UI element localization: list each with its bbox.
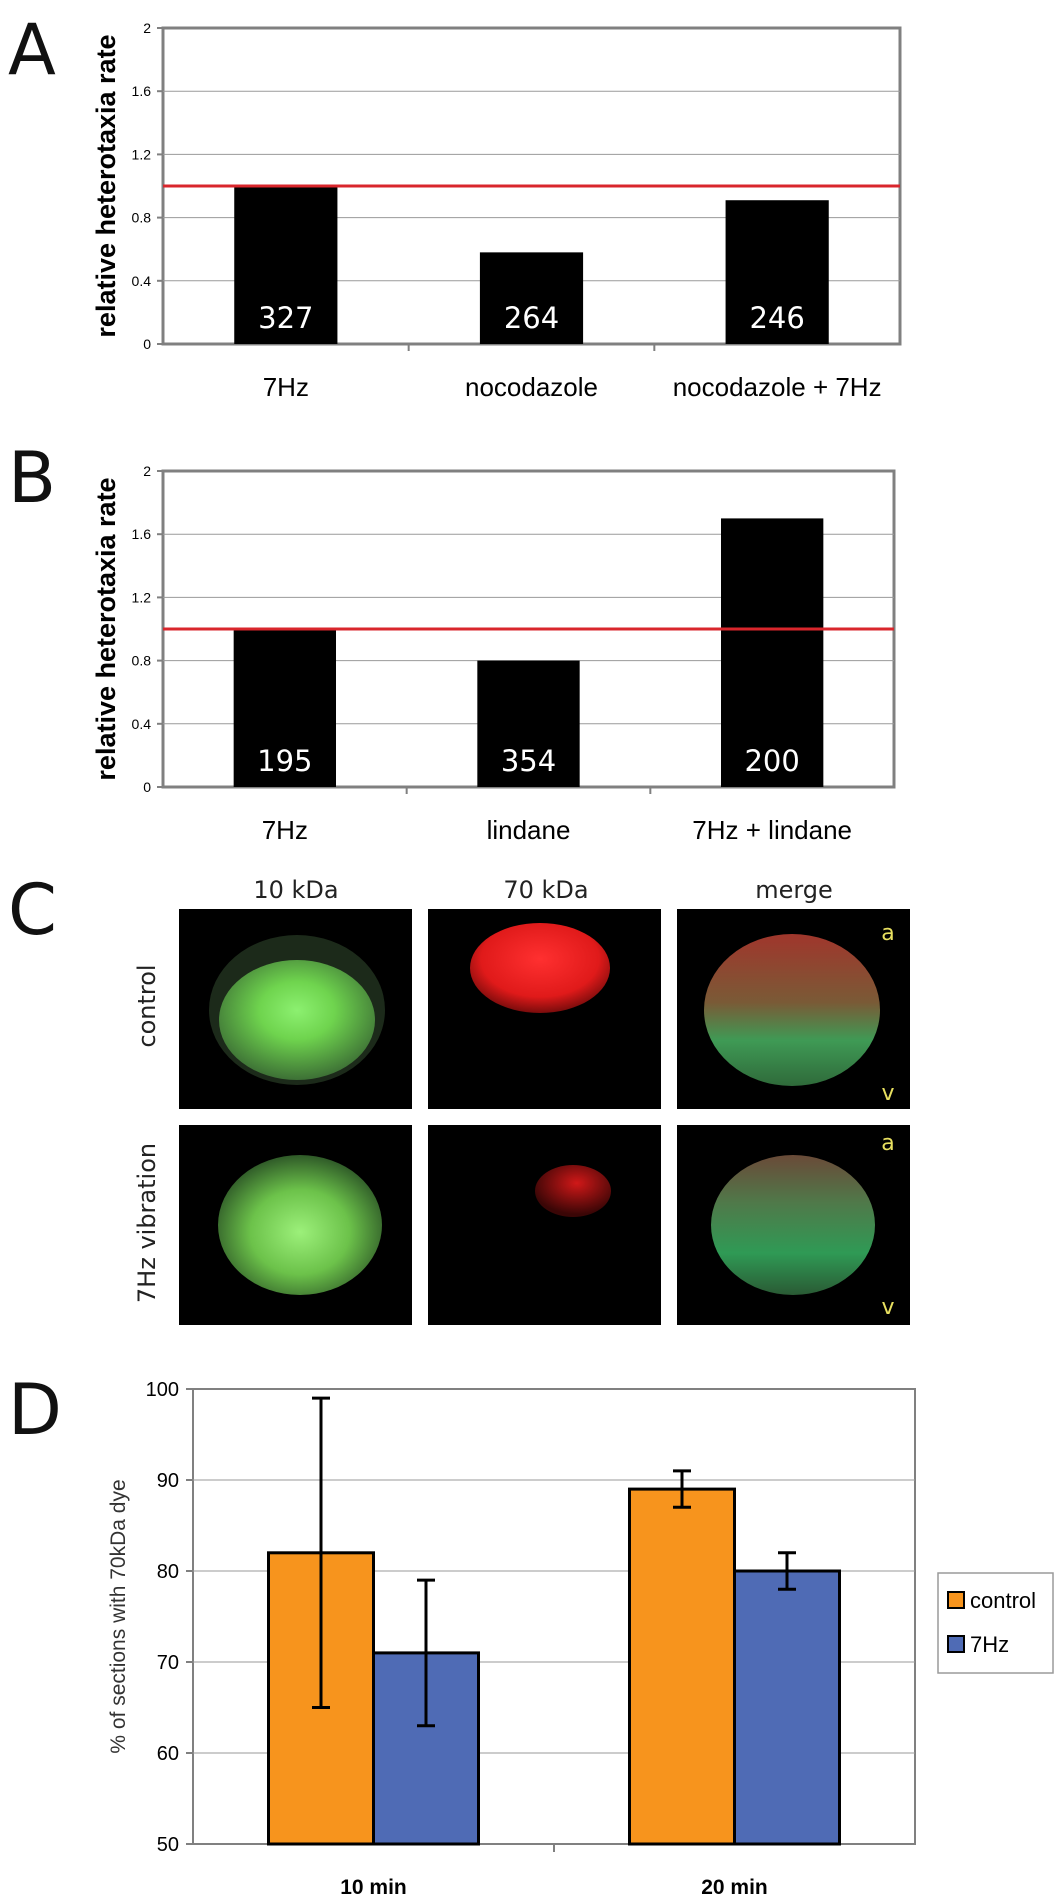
bar-count-label: 264	[504, 301, 559, 335]
column-label-10kda: 10 kDa	[253, 876, 338, 904]
bar	[720, 518, 824, 787]
y-tick-label: 1.6	[132, 83, 152, 99]
bar-count-label: 195	[257, 744, 312, 778]
panel-label-a: A	[8, 9, 56, 91]
legend-label: control	[970, 1588, 1036, 1613]
y-tick-label: 80	[157, 1561, 179, 1583]
chart-b: 0 0.4 0.8 1.2 1.6 2 relative heterotaxia rate 1…	[91, 463, 896, 845]
bar	[725, 200, 829, 344]
bar-count-label: 246	[749, 301, 804, 335]
embryo-green	[218, 1155, 382, 1295]
animal-label: a	[881, 1131, 894, 1156]
bar	[477, 660, 580, 787]
y-tick-label: 0	[143, 779, 151, 795]
y-tick-label: 0.4	[132, 716, 152, 732]
embryo-merge	[704, 934, 880, 1086]
category-label: 7Hz + lindane	[692, 815, 852, 845]
chart-d: 50 60 70 80 90 100 % of sections with 70kDa dy…	[107, 1379, 1054, 1899]
legend-swatch	[947, 1635, 965, 1653]
y-tick-label: 1.2	[132, 589, 152, 605]
y-tick-label: 0.8	[132, 210, 152, 226]
legend-swatch	[947, 1591, 965, 1609]
vegetal-label: v	[881, 1295, 894, 1320]
embryo-merge	[711, 1155, 875, 1295]
y-tick-label: 100	[146, 1379, 179, 1401]
bar	[733, 1569, 841, 1846]
y-tick-label: 70	[157, 1652, 179, 1674]
y-tick-label: 0.4	[132, 273, 152, 289]
panel-label-b: B	[8, 437, 56, 519]
y-tick-label: 0	[143, 336, 151, 352]
bar-count-label: 200	[744, 744, 799, 778]
category-label: nocodazole	[465, 372, 598, 402]
y-axis-label: % of sections with 70kDa dye	[107, 1479, 130, 1753]
bar	[233, 629, 337, 787]
embryo-red	[470, 923, 610, 1013]
category-label: lindane	[487, 815, 571, 845]
chart-a: 0 0.4 0.8 1.2 1.6 2 relative heterotaxia rate 3…	[91, 20, 902, 402]
y-tick-label: 1.2	[132, 146, 152, 162]
embryo-green	[219, 960, 375, 1080]
bar	[234, 186, 338, 344]
y-tick-label: 50	[157, 1834, 179, 1856]
bar-count-label: 327	[258, 301, 313, 335]
y-axis-label: relative heterotaxia rate	[91, 477, 121, 780]
legend-box	[937, 1572, 1054, 1674]
category-label: 7Hz	[262, 815, 308, 845]
y-tick-label: 2	[143, 20, 151, 36]
column-label-70kda: 70 kDa	[503, 876, 588, 904]
bar-count-label: 354	[501, 744, 556, 778]
y-tick-label: 2	[143, 463, 151, 479]
y-tick-label: 90	[157, 1470, 179, 1492]
y-tick-label: 0.8	[132, 653, 152, 669]
category-label: nocodazole + 7Hz	[673, 372, 882, 402]
y-axis-label: relative heterotaxia rate	[91, 34, 121, 337]
category-label: 10 min	[340, 1876, 407, 1899]
animal-label: a	[881, 921, 894, 946]
bar	[628, 1487, 736, 1846]
category-label: 7Hz	[263, 372, 309, 402]
y-tick-label: 60	[157, 1743, 179, 1765]
category-label: 20 min	[701, 1876, 768, 1899]
row-label-7hz-vibration: 7Hz vibration	[133, 1143, 161, 1303]
image-7hz-70kda	[428, 1125, 661, 1325]
column-label-merge: merge	[755, 876, 833, 904]
vegetal-label: v	[881, 1081, 894, 1106]
legend-label: 7Hz	[970, 1632, 1009, 1657]
embryo-red	[535, 1165, 611, 1217]
y-tick-label: 1.6	[132, 526, 152, 542]
panel-label-d: D	[8, 1369, 62, 1451]
panel-c-images: 10 kDa 70 kDa merge control 7Hz vibratio…	[133, 876, 910, 1325]
panel-label-c: C	[8, 869, 57, 951]
bar	[479, 252, 584, 344]
row-label-control: control	[133, 964, 161, 1047]
